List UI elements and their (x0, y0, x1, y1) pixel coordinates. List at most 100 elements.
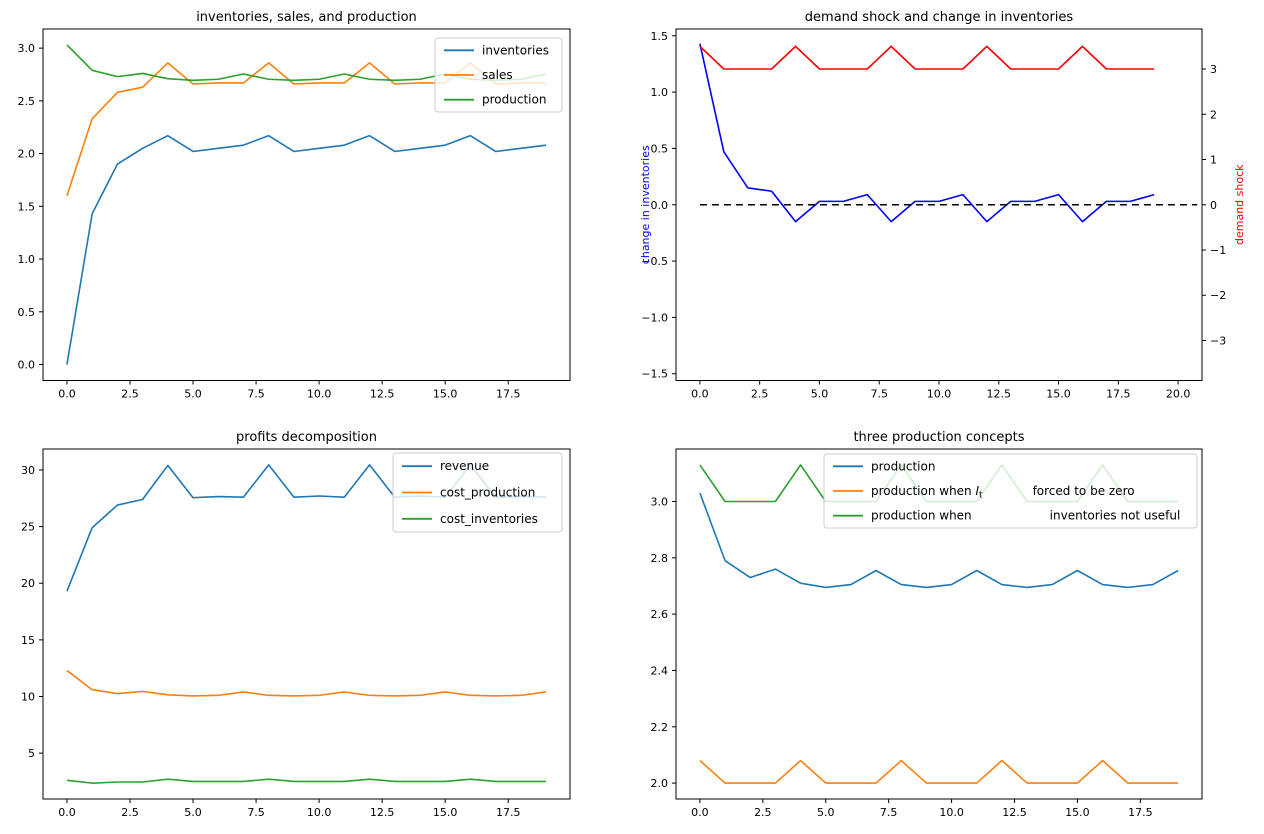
series-inventories (66, 134, 547, 365)
subplot-title: profits decomposition (236, 430, 377, 445)
left-axis-label: change in inventories (639, 145, 652, 264)
series-cost-inventories (66, 778, 547, 784)
x-tick-label: 17.5 (496, 388, 521, 401)
y-tick-label: 2.2 (651, 721, 669, 734)
x-tick-label: 0.0 (58, 388, 76, 401)
axes-spines (675, 28, 1203, 381)
x-tick-label: 5.0 (184, 388, 202, 401)
x-tick-label: 2.5 (121, 806, 139, 819)
y-tick-label: 2.4 (651, 664, 669, 677)
x-tick-label: 5.0 (184, 806, 202, 819)
legend-label: inventories (482, 43, 549, 57)
y-tick-label: 10 (21, 690, 35, 703)
x-tick-label: 2.5 (751, 388, 769, 401)
legend: production production when It forced to be… (823, 453, 1198, 529)
y-tick-label: 2.0 (18, 148, 36, 161)
x-tick-label: 7.5 (247, 388, 265, 401)
subplot-title: demand shock and change in inventories (805, 10, 1074, 25)
subplot-title: three production concepts (853, 430, 1024, 445)
subplot-demand_shock_and_change_in_inventories: demand shock and change in inventories 0.… (639, 10, 1246, 401)
x-tick-label: 5.0 (811, 388, 829, 401)
y-tick-label: 0.0 (18, 359, 36, 372)
right-y-tick-label: −2 (1210, 289, 1226, 302)
x-tick-label: 2.5 (121, 388, 139, 401)
y-tick-label: 3.0 (18, 42, 36, 55)
legend-box (392, 452, 563, 533)
legend-label: revenue (440, 459, 489, 473)
y-tick-label: 2.8 (651, 552, 669, 565)
legend-box (434, 37, 563, 113)
legend-label: production (482, 93, 546, 107)
y-tick-label: 1.0 (651, 86, 669, 99)
y-tick-label: 0.5 (651, 142, 669, 155)
legend: revenue cost_production cost_inventories (392, 452, 563, 533)
right-y-tick-label: 0 (1210, 199, 1217, 212)
x-tick-label: 17.5 (1128, 806, 1153, 819)
y-tick-label: 1.0 (18, 253, 36, 266)
subplot-profits_decomposition: profits decomposition 0.0 2.5 5.0 7.5 10.0 12.… (21, 430, 571, 819)
subplot-inventories_sales_production: inventories, sales, and production 0.0 2.5… (18, 10, 571, 401)
x-tick-label: 7.5 (870, 388, 888, 401)
y-tick-label: 15 (21, 634, 35, 647)
axes-spines (42, 448, 571, 800)
right-y-tick-label: 3 (1210, 63, 1217, 76)
x-tick-label: 10.0 (927, 388, 952, 401)
y-tick-label: 2.5 (18, 95, 36, 108)
right-y-tick-label: −3 (1210, 334, 1226, 347)
right-y-tick-label: −1 (1210, 244, 1226, 257)
y-tick-label: 2.6 (651, 608, 669, 621)
legend-label: cost_production (440, 486, 535, 500)
legend-label: production (871, 459, 935, 473)
x-tick-label: 12.5 (987, 388, 1012, 401)
x-tick-label: 5.0 (817, 806, 835, 819)
right-y-tick-label: 2 (1210, 108, 1217, 121)
subplot-three_production_concepts: three production concepts 0.0 2.5 5.0 7.5 10.… (651, 430, 1203, 819)
y-tick-label: 30 (21, 464, 35, 477)
x-tick-label: 17.5 (496, 806, 521, 819)
y-tick-label: −0.5 (641, 255, 668, 268)
y-tick-label: 5 (28, 747, 35, 760)
x-tick-label: 15.0 (433, 388, 458, 401)
series-production-when-i-t-forced-to-be-zero (699, 759, 1179, 784)
legend: inventories sales production (434, 37, 563, 113)
x-tick-label: 2.5 (754, 806, 772, 819)
series-demand-shock (699, 45, 1155, 70)
right-axis-label: demand shock (1233, 164, 1246, 245)
x-tick-label: 0.0 (691, 806, 709, 819)
y-tick-label: 1.5 (18, 200, 36, 213)
legend-label: production when inventories not useful (871, 509, 1180, 523)
y-tick-label: 20 (21, 577, 35, 590)
axes-spines (675, 448, 1203, 800)
x-tick-label: 12.5 (370, 806, 395, 819)
y-tick-label: 0.0 (651, 199, 669, 212)
y-tick-label: 3.0 (651, 496, 669, 509)
legend-label: cost_inventories (440, 512, 538, 526)
subplot-title: inventories, sales, and production (196, 10, 417, 25)
x-tick-label: 10.0 (307, 806, 332, 819)
x-tick-label: 15.0 (433, 806, 458, 819)
x-tick-label: 15.0 (1046, 388, 1071, 401)
y-tick-label: 2.0 (651, 777, 669, 790)
legend-box (823, 453, 1198, 529)
series-change-in-inventories (699, 43, 1155, 223)
axes-spines (42, 28, 571, 381)
y-tick-label: 0.5 (18, 306, 36, 319)
x-tick-label: 10.0 (307, 388, 332, 401)
y-tick-label: −1.0 (641, 311, 668, 324)
x-tick-label: 17.5 (1106, 388, 1131, 401)
y-tick-label: 1.5 (651, 30, 669, 43)
x-tick-label: 15.0 (1065, 806, 1090, 819)
series-cost-production (66, 669, 547, 697)
x-tick-label: 20.0 (1166, 388, 1191, 401)
x-tick-label: 10.0 (939, 806, 964, 819)
x-tick-label: 7.5 (880, 806, 898, 819)
y-tick-label: −1.5 (641, 368, 668, 381)
x-tick-label: 0.0 (691, 388, 709, 401)
x-tick-label: 7.5 (247, 806, 265, 819)
x-tick-label: 0.0 (58, 806, 76, 819)
x-tick-label: 12.5 (370, 388, 395, 401)
y-tick-label: 25 (21, 521, 35, 534)
